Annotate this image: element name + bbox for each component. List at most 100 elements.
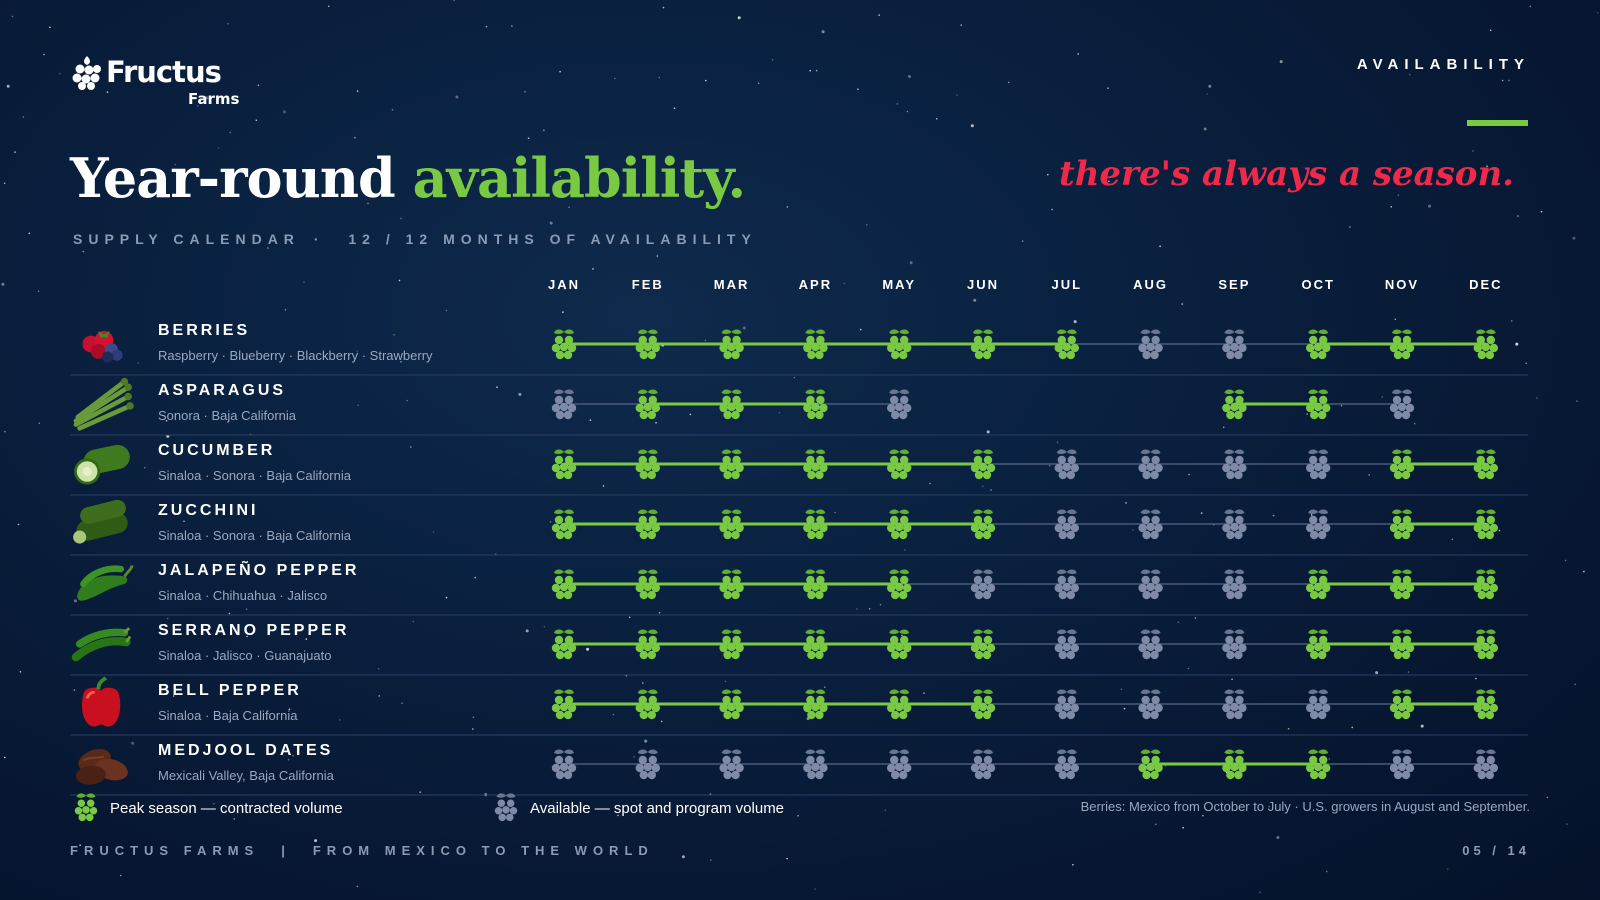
peak-marker [719,329,744,360]
peak-marker [1473,569,1498,600]
peak-marker [1473,509,1498,540]
available-marker [1054,569,1079,600]
peak-marker [1222,749,1247,780]
peak-marker [1306,629,1331,660]
page-number: 05 / 14 [1462,843,1530,858]
title-highlight: availability. [412,146,747,210]
peak-marker [551,329,577,360]
available-marker [970,569,996,600]
legend-peak-label: Peak season — contracted volume [110,800,343,817]
title-main: Year-round [70,146,413,210]
available-marker [1473,749,1498,780]
legend-peak: Peak season — contracted volume [72,792,372,822]
subtitle-dot: · [313,231,325,247]
product-name: ASPARAGUS [158,382,287,399]
cucumber-image [74,444,130,485]
available-marker [635,749,660,780]
peak-marker [803,569,828,600]
available-marker [1222,629,1247,660]
available-marker [1222,329,1247,360]
peak-marker [1473,329,1498,360]
month-label: MAR [714,277,750,292]
legend-available: Available — spot and program volume [492,792,822,822]
serrano-image [71,627,132,662]
product-regions: Sinaloa · Sonora · Baja California [158,528,351,543]
product-name: CUCUMBER [158,442,276,459]
month-label: AUG [1133,277,1168,292]
bell-pepper-image [81,676,121,727]
peak-marker [1473,689,1498,720]
peak-marker [887,629,912,660]
peak-marker [1389,449,1415,480]
peak-marker [970,449,996,480]
product-row: BERRIES Raspberry · Blueberry · Blackberr… [70,314,530,374]
calendar-row [551,509,1498,540]
available-marker [1138,509,1163,540]
product-regions: Raspberry · Blueberry · Blackberry · Str… [158,348,433,363]
berries-image [82,330,123,363]
peak-marker [635,629,660,660]
peak-marker [803,449,828,480]
available-marker [1054,629,1079,660]
month-label: SEP [1218,277,1250,292]
month-label: JUL [1052,277,1083,292]
peak-marker [1473,629,1498,660]
jalapeno-image [77,565,134,601]
footer-brand: FRUCTUS FARMS | FROM MEXICO TO THE WORLD [70,843,654,858]
page-title: Year-round availability. [70,146,747,210]
section-tag: AVAILABILITY [1356,56,1530,73]
product-row: JALAPEÑO PEPPER Sinaloa · Chihuahua · Jal… [70,554,530,614]
product-name: SERRANO PEPPER [158,622,350,639]
peak-marker [635,569,660,600]
month-label: NOV [1385,277,1419,292]
brand-logo: Fructus Farms [70,52,250,112]
product-row: BELL PEPPER Sinaloa · Baja California [70,674,530,734]
available-marker [1306,449,1331,480]
available-marker [1054,749,1079,780]
peak-marker [970,689,996,720]
footer-separator: | [281,843,291,858]
peak-marker [887,449,912,480]
available-marker [970,749,996,780]
footnote: Berries: Mexico from October to July · U… [1080,799,1530,814]
peak-marker [1389,509,1415,540]
peak-marker [970,509,996,540]
available-marker [1222,689,1247,720]
footer-brand-name: FRUCTUS FARMS [70,843,260,858]
peak-marker [887,509,912,540]
available-marker [1389,749,1415,780]
product-name: BELL PEPPER [158,682,302,699]
calendar-row [551,569,1498,600]
peak-marker [551,569,577,600]
peak-marker [803,509,828,540]
calendar-row [551,329,1498,360]
product-regions: Sinaloa · Chihuahua · Jalisco [158,588,328,603]
peak-marker [1473,449,1498,480]
dates-image [75,749,128,785]
peak-marker [887,569,912,600]
available-marker [1222,509,1247,540]
calendar-row [551,389,1415,420]
peak-marker [719,389,744,420]
peak-marker [1389,329,1415,360]
asparagus-image [73,377,134,431]
brand-name: Fructus [106,55,222,89]
peak-marker [1222,389,1247,420]
subtitle-right: 12 / 12 MONTHS OF AVAILABILITY [348,231,757,247]
available-marker [1138,629,1163,660]
month-label: JUN [967,277,999,292]
product-name: BERRIES [158,322,251,339]
product-regions: Sinaloa · Sonora · Baja California [158,468,351,483]
peak-marker [803,629,828,660]
peak-marker [551,689,577,720]
available-marker [1389,389,1415,420]
peak-marker [551,509,577,540]
product-regions: Sonora · Baja California [158,408,297,423]
product-row: MEDJOOL DATES Mexicali Valley, Baja Calif… [70,734,530,794]
available-marker [1222,569,1247,600]
available-marker [1054,509,1079,540]
available-marker [719,749,744,780]
available-marker [1138,329,1163,360]
product-row: ASPARAGUS Sonora · Baja California [70,374,530,434]
